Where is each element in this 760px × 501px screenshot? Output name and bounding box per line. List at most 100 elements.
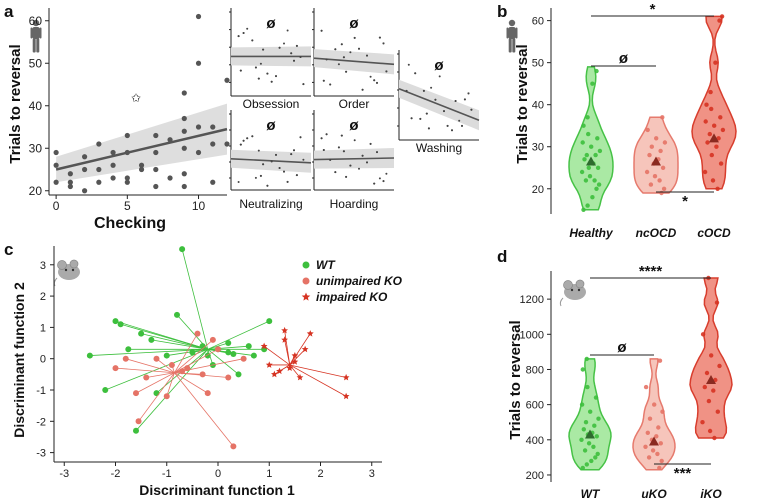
subplot-point (246, 137, 249, 140)
data-point (133, 390, 139, 397)
data-point (660, 115, 665, 120)
data-point (281, 326, 288, 334)
subplot-point (239, 69, 242, 72)
data-point (342, 392, 350, 400)
subplot-point (302, 158, 305, 161)
data-point (245, 343, 252, 350)
subplot-point (373, 182, 376, 185)
subplot-point (378, 36, 381, 39)
data-point (342, 373, 350, 381)
y-axis-title-b: Trials to reversal (514, 44, 531, 163)
subplot-point (302, 83, 305, 86)
data-point (110, 175, 116, 181)
data-point (580, 140, 585, 145)
data-point (163, 393, 170, 400)
data-point (117, 321, 124, 328)
subplot-point (443, 110, 445, 113)
centroid-link (207, 345, 249, 350)
centroid-link (151, 339, 208, 350)
data-point (655, 451, 660, 457)
y-tick-label: 0 (40, 354, 46, 366)
significance-label: ø (266, 117, 276, 134)
data-point (230, 443, 237, 450)
centroid-link (274, 364, 290, 375)
y-tick-label: 600 (526, 400, 544, 412)
subplot-point (427, 127, 430, 130)
significance-label: ø (434, 57, 444, 74)
data-point (648, 182, 654, 187)
data-point (652, 402, 657, 407)
subplot-point (299, 56, 302, 58)
data-point (96, 179, 102, 185)
subplot-point (361, 154, 364, 157)
subplot-point (340, 134, 343, 137)
data-point (715, 409, 720, 414)
data-point (281, 336, 288, 343)
data-point (306, 330, 314, 337)
data-point (82, 154, 88, 160)
subplot-washing: ø Washing (397, 50, 480, 155)
centroid-link (174, 339, 214, 374)
data-point (581, 427, 586, 432)
centroid-link (166, 372, 175, 397)
centroid-link (174, 372, 234, 447)
subplot-point (463, 98, 466, 101)
subplot-point (329, 83, 332, 86)
y-tick-label: -3 (36, 448, 46, 460)
annotation-star: ✩ (131, 91, 141, 105)
data-point (643, 444, 648, 449)
subplot-fit-line (313, 157, 395, 161)
data-point (138, 162, 145, 168)
data-point (181, 183, 187, 190)
data-point (586, 441, 592, 446)
data-point (86, 352, 93, 359)
y-tick-label: 30 (532, 142, 544, 154)
subplot-point (283, 42, 285, 45)
data-point (704, 102, 709, 107)
subplot-point (378, 177, 381, 180)
data-point (659, 190, 664, 196)
subplot-point (407, 63, 410, 66)
data-point (291, 352, 299, 359)
data-point (584, 356, 589, 362)
subplot-point (259, 174, 262, 177)
y-tick-label: 30 (29, 141, 43, 155)
y-tick-label: 2 (40, 291, 46, 303)
data-point (654, 434, 659, 439)
subplot-point (334, 48, 337, 51)
y-tick-label: 60 (29, 14, 43, 28)
data-point (67, 183, 73, 190)
data-point (700, 332, 706, 337)
data-point (580, 465, 585, 471)
data-point (589, 144, 594, 149)
significance-label: * (682, 193, 688, 210)
data-point (583, 420, 589, 425)
data-point (266, 318, 273, 325)
data-point (168, 361, 175, 368)
data-point (650, 448, 656, 453)
subplot-point (434, 98, 437, 101)
data-point (706, 398, 712, 404)
y-tick-label: -2 (36, 416, 46, 428)
subplot-point (353, 139, 356, 142)
data-point (713, 60, 718, 65)
data-point (595, 165, 601, 170)
data-point (585, 384, 590, 390)
subplot-neutralizing: ø Neutralizing (229, 110, 312, 211)
data-point (174, 311, 180, 318)
data-point (184, 365, 191, 372)
data-point (125, 346, 132, 353)
data-point (181, 90, 187, 96)
x-axis-title-a: Checking (94, 215, 166, 232)
significance-label: ø (617, 339, 627, 356)
data-point (102, 387, 109, 393)
y-tick-label: 1000 (520, 329, 544, 341)
subplot-point (295, 44, 298, 47)
subplot-point (286, 180, 289, 183)
y-axis-title-c: Discriminant function 2 (11, 282, 27, 438)
data-point (581, 123, 586, 128)
data-point (654, 136, 659, 141)
panel-c-discriminant: Discriminant function 2 Discriminant fun… (11, 246, 403, 498)
subplot-point (438, 75, 441, 78)
violin-healthy (568, 66, 614, 211)
